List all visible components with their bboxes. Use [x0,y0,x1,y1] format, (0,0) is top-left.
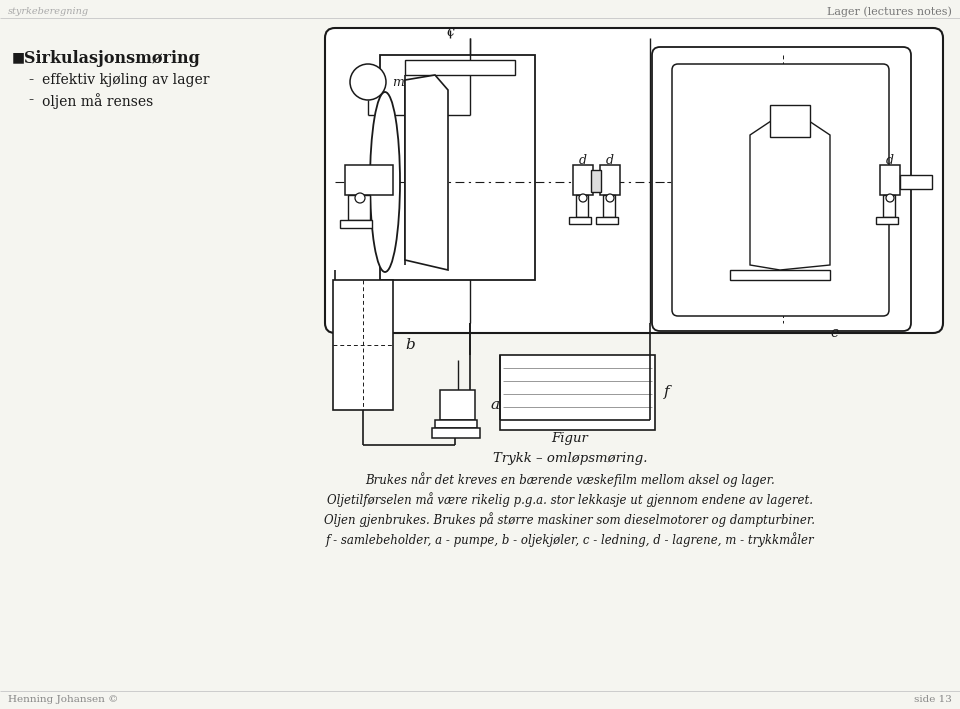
Circle shape [579,194,587,202]
FancyBboxPatch shape [325,28,943,333]
Text: b: b [405,338,415,352]
Bar [440,390,475,420]
Text: f - samlebeholder, a - pumpe, b - oljekjøler, c - ledning, d - lagrene, m - tryk: f - samlebeholder, a - pumpe, b - oljekj… [325,532,814,547]
Text: effektiv kjøling av lager: effektiv kjøling av lager [42,73,209,87]
Bar [435,420,477,428]
Text: Brukes når det kreves en bærende væskefilm mellom aksel og lager.: Brukes når det kreves en bærende væskefi… [365,472,775,487]
Bar [348,195,370,220]
Circle shape [355,193,365,203]
Bar [900,175,932,189]
Bar [405,60,515,75]
Text: side 13: side 13 [914,696,952,705]
Text: Sirkulasjonsmøring: Sirkulasjonsmøring [24,50,200,67]
Text: c: c [446,25,454,39]
Ellipse shape [370,92,400,272]
Text: Figur: Figur [552,432,588,445]
Bar [500,355,655,430]
Text: d: d [886,154,894,167]
Polygon shape [750,115,830,270]
Text: oljen må renses: oljen må renses [42,93,154,109]
Circle shape [886,194,894,202]
Text: Lager (lectures notes): Lager (lectures notes) [828,6,952,17]
Text: Henning Johansen ©: Henning Johansen © [8,696,118,705]
Bar [730,270,830,280]
Bar [603,195,615,217]
Circle shape [350,64,386,100]
Bar [569,217,591,224]
Text: -: - [28,93,34,107]
FancyBboxPatch shape [672,64,889,316]
Text: Oljetilførselen må være rikelig p.g.a. stor lekkasje ut gjennom endene av lagere: Oljetilførselen må være rikelig p.g.a. s… [327,492,813,507]
Text: d: d [606,154,614,167]
Circle shape [606,194,614,202]
Bar [380,55,535,280]
Text: Trykk – omløpsmøring.: Trykk – omløpsmøring. [492,452,647,465]
Text: e: e [830,326,839,340]
Text: Oljen gjenbrukes. Brukes på større maskiner som dieselmotorer og dampturbiner.: Oljen gjenbrukes. Brukes på større maski… [324,512,815,527]
Bar [333,280,393,410]
Bar [770,105,810,137]
Bar [883,195,895,217]
FancyBboxPatch shape [652,47,911,331]
Text: styrkeberegning: styrkeberegning [8,8,89,16]
PathPatch shape [405,75,448,270]
Bar [880,165,900,195]
Text: d: d [376,154,384,167]
Bar [600,165,620,195]
Bar [876,217,898,224]
Text: d: d [579,154,587,167]
Bar [596,217,618,224]
Bar [573,165,593,195]
Bar [432,428,480,438]
Text: ■: ■ [12,50,25,64]
Text: a: a [490,398,499,412]
Bar [576,195,588,217]
Text: m: m [392,75,404,89]
Bar [345,165,393,195]
Text: f: f [664,385,670,399]
Bar [340,220,372,228]
Text: -: - [28,73,34,87]
Bar [591,170,601,192]
